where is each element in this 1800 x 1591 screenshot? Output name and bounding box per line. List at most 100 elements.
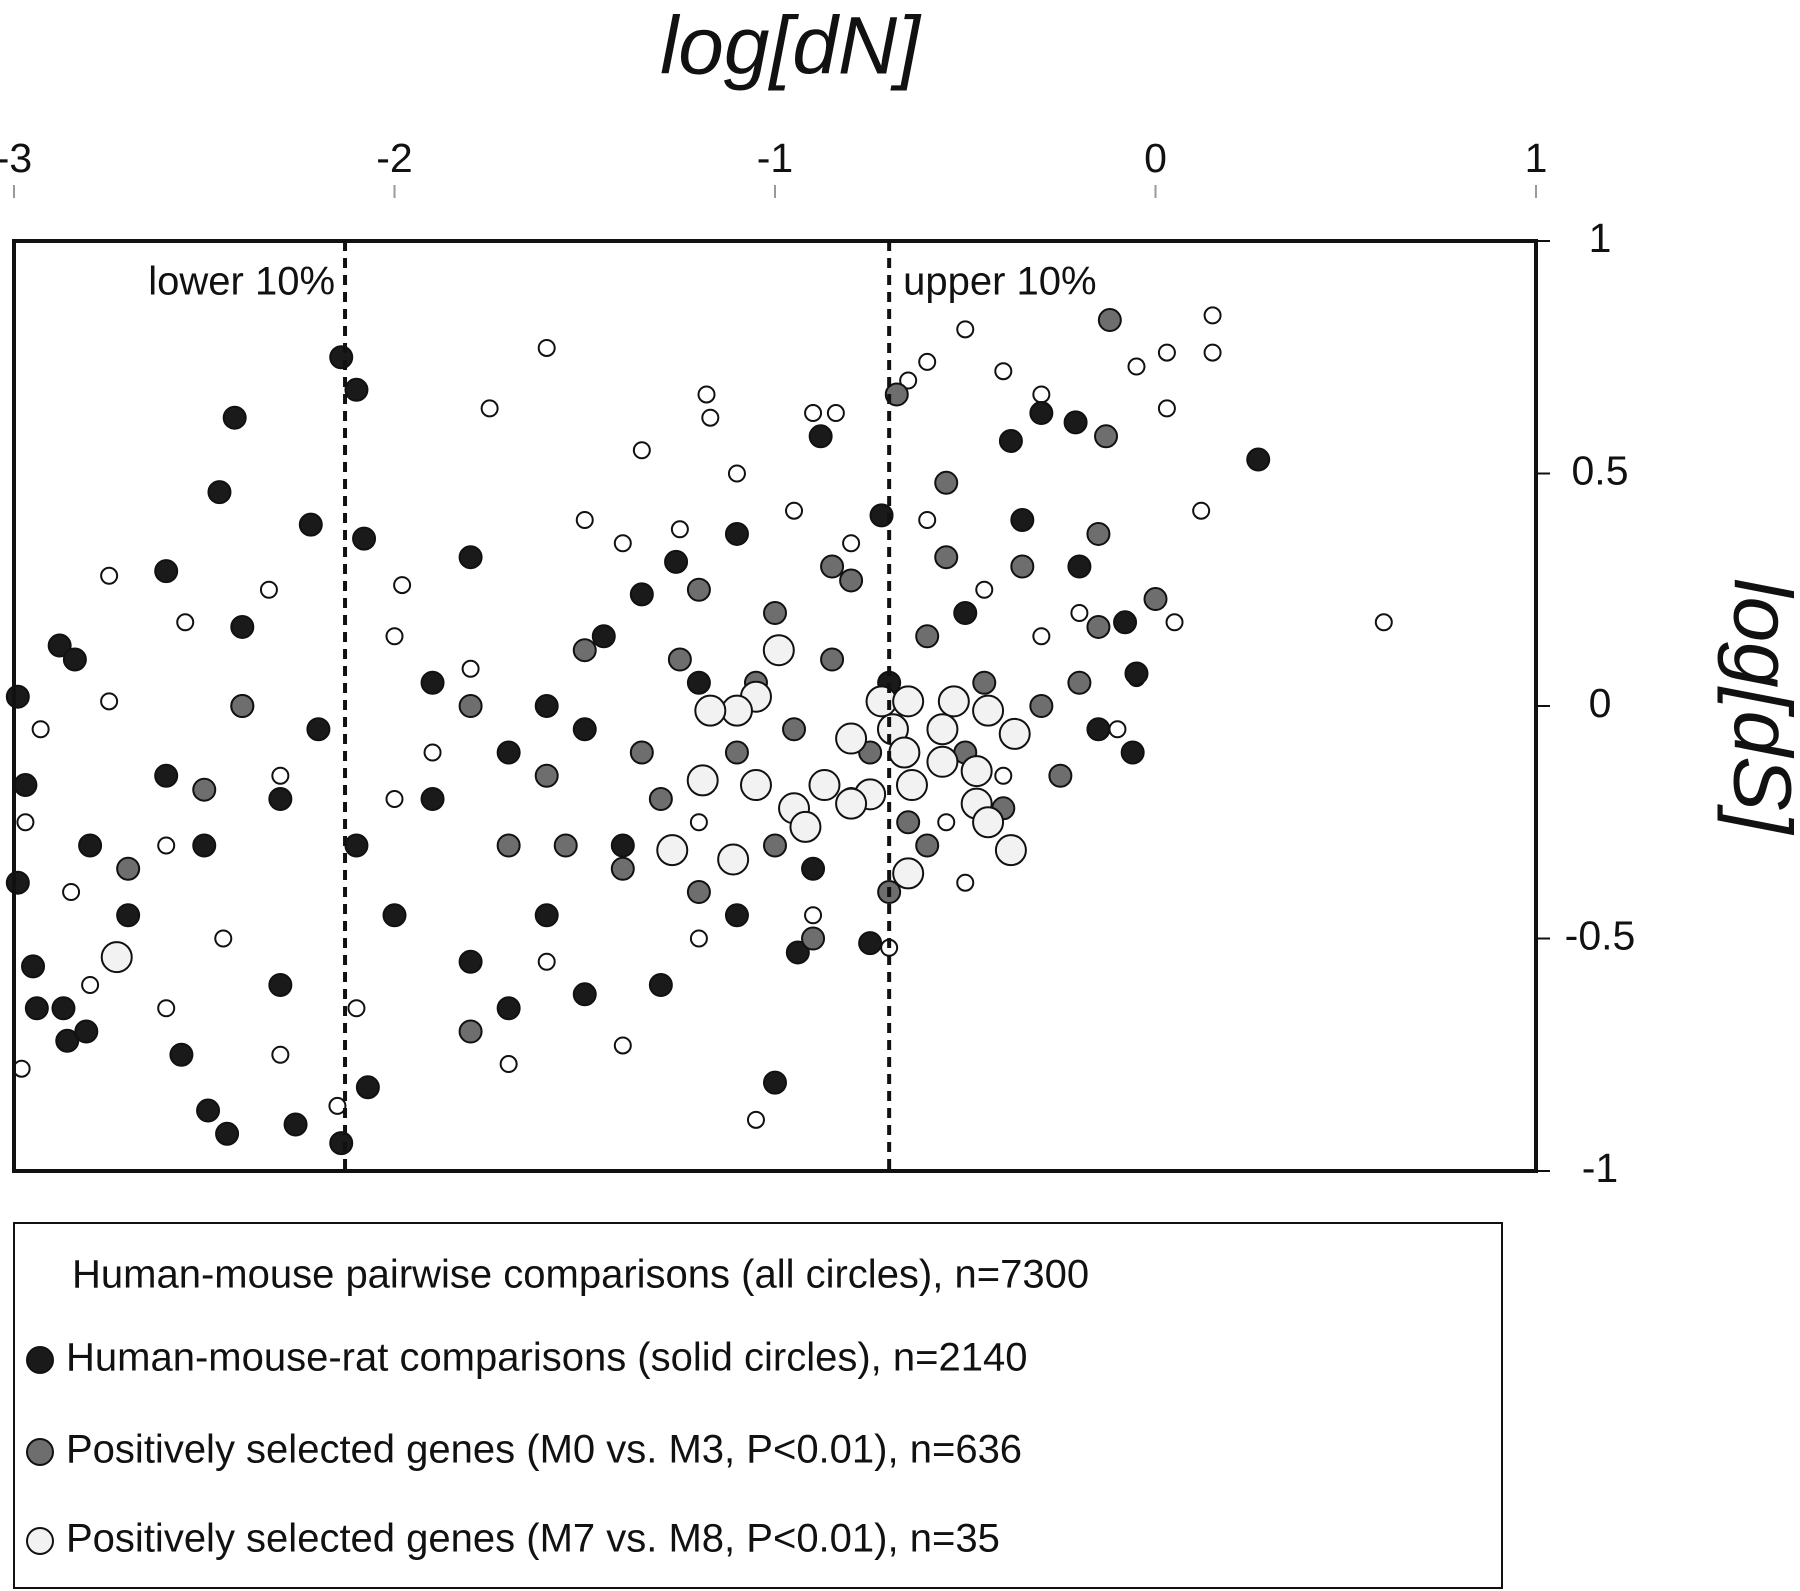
point (839, 568, 864, 593)
point (994, 362, 1013, 381)
point (610, 833, 635, 858)
point (100, 941, 133, 974)
point (629, 582, 654, 607)
point (55, 1028, 80, 1053)
point (888, 736, 921, 769)
point (347, 999, 366, 1018)
legend-marker (26, 1346, 54, 1374)
point (656, 834, 689, 867)
point (458, 949, 483, 974)
point (81, 976, 100, 994)
legend-label: Positively selected genes (M7 vs. M8, P<… (66, 1517, 1000, 1561)
point (1094, 424, 1119, 449)
point (664, 549, 689, 574)
point (230, 694, 255, 718)
point (956, 320, 975, 339)
point (686, 764, 719, 797)
point (154, 559, 179, 584)
point (801, 856, 826, 881)
point (12, 1059, 31, 1078)
point (804, 404, 823, 423)
point (169, 1042, 194, 1067)
point (899, 371, 918, 390)
point (1086, 521, 1111, 546)
point (689, 929, 708, 948)
point (1120, 740, 1145, 765)
point (808, 424, 833, 449)
point (572, 638, 597, 663)
point (116, 856, 141, 881)
point (1157, 399, 1176, 418)
point (496, 996, 521, 1021)
point (207, 480, 232, 505)
point (994, 766, 1013, 785)
point (1067, 554, 1092, 579)
point (192, 833, 217, 858)
point (801, 926, 826, 951)
point (937, 813, 956, 832)
point (1086, 717, 1111, 742)
point (534, 694, 559, 718)
point (329, 345, 354, 370)
point (458, 1019, 483, 1044)
point (835, 787, 868, 820)
point (306, 717, 331, 742)
point (896, 810, 921, 835)
point (259, 580, 278, 599)
x-tick-label: -3 (0, 135, 32, 181)
point (13, 773, 38, 798)
point (572, 717, 597, 742)
point (298, 512, 323, 537)
point (1143, 587, 1168, 612)
point (21, 954, 46, 979)
point (667, 647, 692, 672)
point (534, 763, 559, 788)
point (915, 624, 940, 649)
point (1070, 604, 1089, 622)
point (820, 554, 845, 579)
point (972, 694, 1005, 727)
legend-label: Human-mouse pairwise comparisons (all ci… (72, 1253, 1089, 1297)
point (689, 813, 708, 832)
point (385, 627, 404, 646)
point (926, 745, 959, 778)
point (724, 521, 749, 546)
point (972, 670, 997, 695)
point (701, 408, 720, 427)
point (458, 545, 483, 570)
point (393, 576, 412, 595)
point (1165, 613, 1184, 632)
point (610, 856, 635, 881)
point (62, 883, 81, 901)
annotation: lower 10% (148, 260, 335, 304)
point (804, 906, 823, 925)
point (352, 526, 377, 551)
point (934, 470, 959, 495)
point (534, 903, 559, 928)
point (499, 1055, 518, 1074)
point (461, 659, 480, 678)
point (998, 717, 1031, 750)
point (865, 685, 898, 718)
point (884, 382, 909, 407)
point (458, 694, 483, 718)
point (575, 511, 594, 529)
point (998, 428, 1023, 453)
point (24, 996, 49, 1021)
point (632, 441, 651, 460)
point (762, 634, 795, 667)
point (892, 685, 925, 718)
point (686, 670, 711, 695)
point (1124, 661, 1149, 686)
point (5, 870, 30, 895)
annotation: upper 10% (903, 260, 1096, 304)
point (858, 931, 883, 956)
point (869, 503, 894, 528)
point (382, 903, 407, 928)
point (648, 973, 673, 997)
point (157, 999, 176, 1018)
legend-box (13, 1222, 1503, 1589)
point (196, 1098, 221, 1123)
point (1032, 385, 1051, 404)
point (1029, 694, 1054, 718)
